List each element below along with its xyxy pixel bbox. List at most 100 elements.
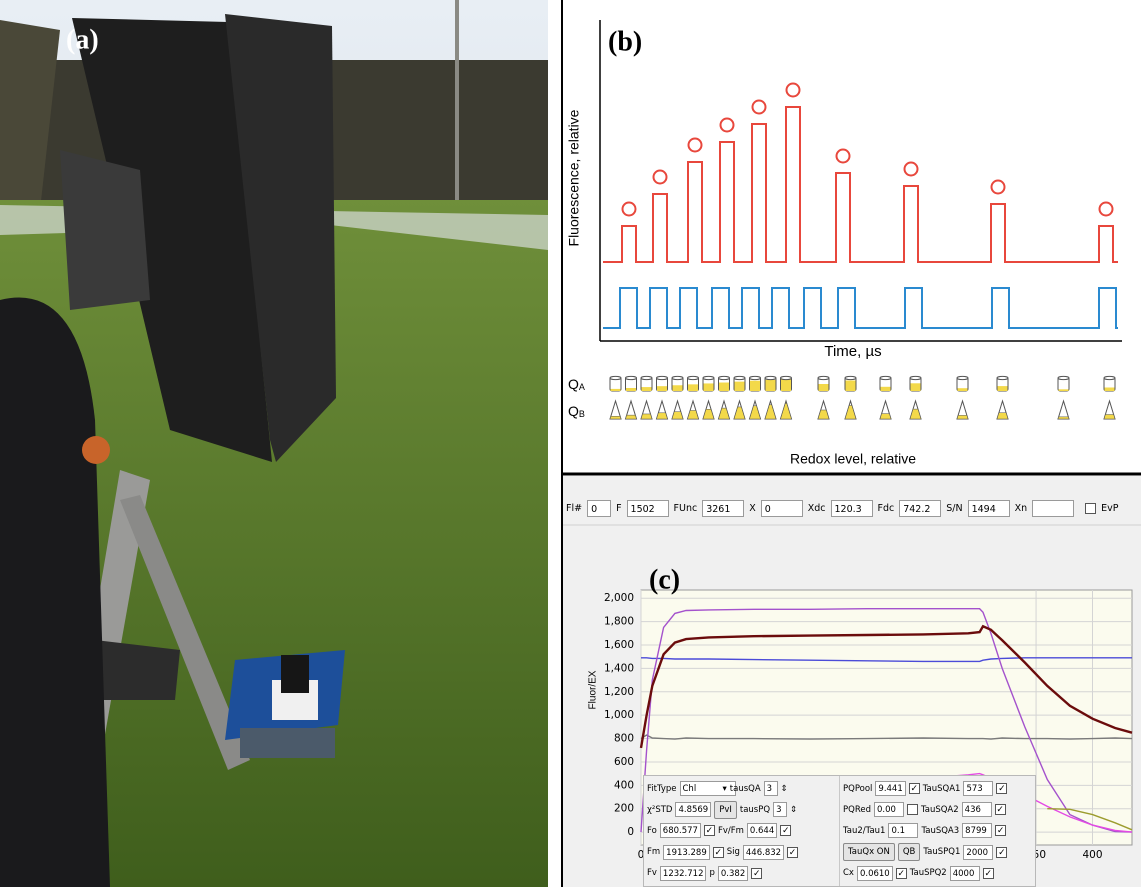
- spinner: ⇕: [790, 805, 797, 815]
- param-button[interactable]: PvI: [714, 801, 737, 819]
- panel-label: (c): [649, 564, 680, 595]
- y-tick-label: 1,200: [604, 686, 634, 698]
- field-box[interactable]: [1032, 500, 1074, 517]
- param-check[interactable]: ✓: [996, 783, 1007, 794]
- qa-top: [845, 376, 856, 379]
- param-button[interactable]: TauQx ON: [843, 843, 895, 861]
- x-tick-label: 400: [1082, 849, 1102, 861]
- qa-top: [765, 376, 776, 379]
- param-check[interactable]: ✓: [995, 804, 1006, 815]
- field-box[interactable]: 3261: [702, 500, 744, 517]
- param-check[interactable]: ✓: [713, 847, 724, 858]
- figure: (a) (b) Fluorescence, relative Time, µs …: [0, 0, 1141, 887]
- param-label: Sig: [727, 847, 740, 857]
- param-check[interactable]: ✓: [983, 868, 994, 879]
- param-label: p: [709, 868, 714, 878]
- qb-fill: [997, 413, 1008, 419]
- param-field[interactable]: 573: [963, 781, 993, 796]
- peak-marker: [992, 181, 1005, 194]
- axis-title: Fluorescence, relative: [566, 109, 582, 246]
- param-check[interactable]: ✓: [909, 783, 920, 794]
- param-label: TauSQA2: [921, 805, 959, 815]
- param-label: TauSPQ2: [910, 868, 947, 878]
- param-field[interactable]: 9.441: [875, 781, 905, 796]
- y-tick-label: 800: [614, 733, 634, 745]
- y-tick-label: 2,000: [604, 592, 634, 604]
- param-check[interactable]: ✓: [704, 825, 715, 836]
- param-label: PQRed: [843, 805, 871, 815]
- param-field[interactable]: 0.1: [888, 823, 918, 838]
- param-check[interactable]: ✓: [996, 847, 1007, 858]
- qa-fill: [750, 381, 760, 391]
- param-field[interactable]: 2000: [963, 845, 993, 860]
- field-label: F: [616, 503, 621, 514]
- field-box[interactable]: 1502: [627, 500, 669, 517]
- peak-marker: [623, 203, 636, 216]
- param-button[interactable]: QB: [898, 843, 921, 861]
- field-box[interactable]: 0: [761, 500, 803, 517]
- y-tick-label: 200: [614, 803, 634, 815]
- qa-fill: [642, 387, 652, 391]
- qa-top: [910, 376, 921, 379]
- qa-fill: [911, 383, 921, 391]
- qb-fill: [734, 407, 745, 419]
- field-label: Xdc: [808, 503, 826, 514]
- photo: (a): [0, 0, 548, 887]
- param-field[interactable]: 0.382: [718, 866, 748, 881]
- param-check[interactable]: ✓: [787, 847, 798, 858]
- param-field[interactable]: 8799: [962, 823, 992, 838]
- qb-fill: [880, 414, 891, 419]
- qa-fill: [819, 384, 829, 391]
- param-field[interactable]: Chl: [680, 781, 736, 796]
- platform-base: [240, 728, 335, 758]
- param-label: FitType: [647, 784, 677, 794]
- param-check[interactable]: ✓: [780, 825, 791, 836]
- param-field[interactable]: 4000: [950, 866, 980, 881]
- param-check[interactable]: ✓: [995, 825, 1006, 836]
- field-box[interactable]: 1494: [968, 500, 1010, 517]
- param-row: FitTypeChl▾tausQA3⇕: [647, 779, 836, 798]
- field-label: Fdc: [878, 503, 895, 514]
- field-box[interactable]: 120.3: [831, 500, 873, 517]
- qa-top: [781, 376, 792, 379]
- param-column: FitTypeChl▾tausQA3⇕ χ²STD4.8569PvItausPQ3…: [644, 776, 839, 886]
- param-field[interactable]: 4.8569: [675, 802, 711, 817]
- param-field[interactable]: 436: [962, 802, 992, 817]
- param-label: tausQA: [730, 784, 761, 794]
- y-tick-label: 1,600: [604, 639, 634, 651]
- qb-fill: [657, 413, 668, 419]
- knob: [82, 436, 110, 464]
- q-label: QA: [568, 376, 585, 393]
- param-field[interactable]: 0.644: [747, 823, 777, 838]
- field-label: Fl#: [566, 503, 582, 514]
- y-tick-label: 1,000: [604, 709, 634, 721]
- param-field[interactable]: 3: [773, 802, 787, 817]
- pole: [455, 0, 459, 200]
- param-field[interactable]: 3: [764, 781, 778, 796]
- param-row: χ²STD4.8569PvItausPQ3⇕: [647, 800, 836, 819]
- param-check[interactable]: [907, 804, 918, 815]
- caption: Redox level, relative: [790, 451, 916, 467]
- param-field[interactable]: 1232.712: [660, 866, 707, 881]
- param-field[interactable]: 0.00: [874, 802, 904, 817]
- param-field[interactable]: 680.577: [660, 823, 701, 838]
- field-box[interactable]: 742.2: [899, 500, 941, 517]
- param-field[interactable]: 0.0610: [857, 866, 893, 881]
- param-label: tausPQ: [740, 805, 770, 815]
- qb-fill: [626, 415, 637, 419]
- param-field[interactable]: 1913.289: [663, 845, 710, 860]
- tripod-head: [95, 640, 180, 700]
- qa-fill: [719, 383, 729, 391]
- checkbox[interactable]: [1085, 503, 1096, 514]
- qa-fill: [735, 382, 745, 391]
- param-field[interactable]: 446.832: [743, 845, 784, 860]
- param-check[interactable]: ✓: [751, 868, 762, 879]
- field-box[interactable]: 0: [587, 500, 611, 517]
- qa-top: [688, 376, 699, 379]
- axis-title: Fluor/EX: [588, 670, 599, 709]
- param-check[interactable]: ✓: [896, 868, 907, 879]
- qa-top: [1058, 376, 1069, 379]
